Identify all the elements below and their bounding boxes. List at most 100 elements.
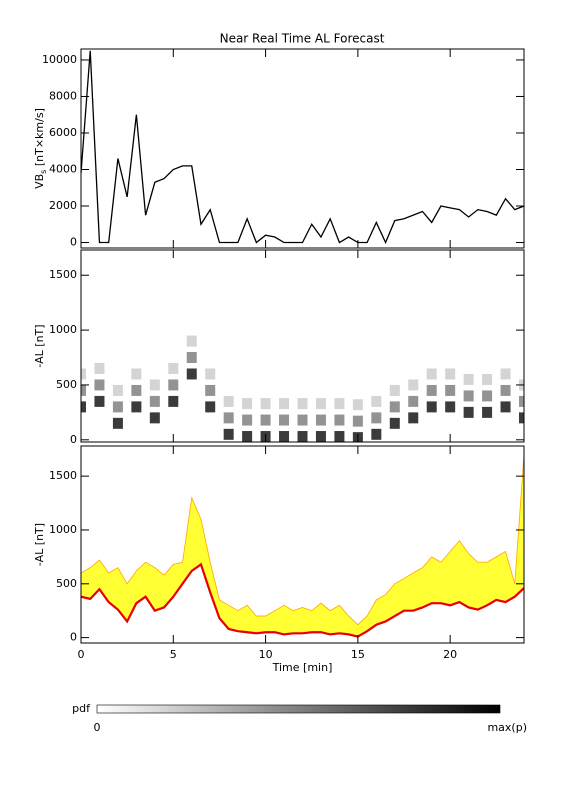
- pdf-cell: [519, 395, 524, 407]
- pdf-cell: [205, 401, 216, 413]
- y-axis-label: VBs [nT×km/s]: [33, 108, 48, 189]
- pdf-cell: [260, 414, 271, 426]
- pdf-cell: [426, 401, 437, 413]
- pdf-cell: [81, 368, 86, 380]
- pdf-cell: [242, 398, 253, 410]
- pdf-cell: [131, 384, 142, 396]
- pdf-cell: [482, 390, 493, 402]
- pdf-cell: [389, 401, 400, 413]
- plot-area: [81, 335, 524, 442]
- median-line: [81, 562, 524, 638]
- y-tick-label: 1000: [49, 323, 77, 336]
- y-tick-label: 0: [70, 433, 77, 446]
- x-tick-label: 15: [351, 648, 365, 661]
- y-axis-label: -AL [nT]: [33, 324, 46, 367]
- pdf-cell: [334, 414, 345, 426]
- y-tick-label: 8000: [49, 89, 77, 102]
- pdf-cell: [223, 428, 234, 440]
- y-tick-label: 0: [70, 236, 77, 249]
- colorbar-min: 0: [94, 721, 101, 734]
- pdf-cell: [500, 384, 511, 396]
- y-label-unit: [nT×km/s]: [33, 108, 46, 170]
- pdf-cell: [408, 379, 419, 391]
- pdf-cell: [260, 398, 271, 410]
- pdf-cell: [297, 414, 308, 426]
- pdf-cell: [94, 379, 105, 391]
- pdf-cell: [168, 379, 179, 391]
- y-tick-label: 10000: [42, 53, 77, 66]
- pdf-cell: [223, 412, 234, 424]
- pdf-cell: [186, 352, 197, 364]
- pdf-cell: [81, 384, 86, 396]
- pdf-cell: [445, 368, 456, 380]
- x-tick-label: 5: [170, 648, 177, 661]
- y-tick-label: 1000: [49, 523, 77, 536]
- pdf-cell: [500, 368, 511, 380]
- chart-title: Near Real Time AL Forecast: [220, 32, 385, 46]
- pdf-cell: [205, 384, 216, 396]
- pdf-cell: [279, 431, 290, 442]
- pdf-cell: [315, 431, 326, 442]
- pdf-cell: [463, 390, 474, 402]
- pdf-cell: [482, 373, 493, 385]
- pdf-cell: [279, 414, 290, 426]
- colorbar-label: pdf: [72, 702, 91, 715]
- x-tick-label: 20: [443, 648, 457, 661]
- pdf-cell: [500, 401, 511, 413]
- y-label-sub: s: [39, 170, 48, 174]
- vbs-line: [81, 50, 524, 245]
- pdf-cell: [408, 412, 419, 424]
- pdf-cell: [149, 395, 160, 407]
- pdf-cell: [389, 384, 400, 396]
- pdf-cell: [131, 368, 142, 380]
- pdf-cell: [315, 414, 326, 426]
- pdf-cell: [94, 395, 105, 407]
- pdf-cell: [186, 368, 197, 380]
- pdf-cell: [445, 384, 456, 396]
- axes-box: [80, 249, 525, 443]
- pdf-cell: [482, 406, 493, 418]
- pdf-cell: [112, 401, 123, 413]
- y-tick-label: 0: [70, 631, 77, 644]
- forecast-band: [81, 454, 524, 637]
- pdf-cell: [112, 384, 123, 396]
- pdf-cell: [371, 395, 382, 407]
- pdf-cell: [352, 415, 363, 427]
- pdf-cell: [131, 401, 142, 413]
- y-tick-label: 6000: [49, 126, 77, 139]
- pdf-cell: [242, 414, 253, 426]
- pdf-cell: [334, 431, 345, 442]
- y-tick-label: 1500: [49, 268, 77, 281]
- pdf-cell: [352, 399, 363, 411]
- plot-area: [81, 454, 524, 638]
- pdf-cell: [315, 398, 326, 410]
- colorbar-max: max(p): [487, 721, 527, 734]
- pdf-cell: [81, 401, 86, 413]
- y-axis-label: -AL [nT]: [33, 523, 46, 566]
- x-axis-label: Time [min]: [272, 661, 333, 674]
- pdf-cell: [389, 417, 400, 429]
- pdf-cell: [297, 431, 308, 442]
- x-tick-label: 10: [259, 648, 273, 661]
- pdf-cell: [463, 373, 474, 385]
- pdf-cell: [205, 368, 216, 380]
- y-tick-label: 2000: [49, 199, 77, 212]
- y-tick-label: 500: [56, 378, 77, 391]
- y-tick-label: 4000: [49, 162, 77, 175]
- pdf-cell: [371, 412, 382, 424]
- axes-box: [80, 445, 525, 644]
- pdf-cell: [168, 363, 179, 374]
- y-tick-label: 1500: [49, 469, 77, 482]
- pdf-cell: [242, 431, 253, 442]
- pdf-cell: [297, 398, 308, 410]
- pdf-cell: [112, 417, 123, 429]
- pdf-cell: [519, 412, 524, 424]
- pdf-cell: [371, 428, 382, 440]
- axes-box: [80, 48, 525, 249]
- colorbar: [96, 704, 501, 714]
- pdf-cell: [223, 395, 234, 407]
- x-tick-label: 0: [78, 648, 85, 661]
- pdf-cell: [408, 395, 419, 407]
- pdf-cell: [186, 335, 197, 347]
